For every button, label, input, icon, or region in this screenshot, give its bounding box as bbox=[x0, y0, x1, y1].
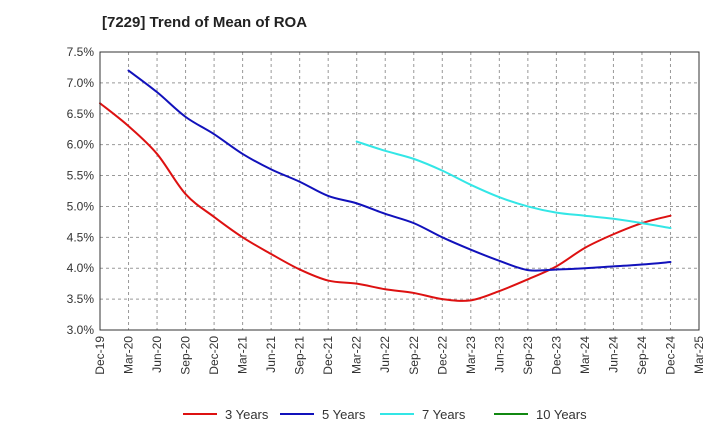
grid-lines bbox=[100, 52, 699, 330]
y-tick-label: 6.0% bbox=[67, 138, 95, 152]
y-tick-label: 4.0% bbox=[67, 261, 95, 275]
x-tick-label: Mar-21 bbox=[236, 336, 250, 374]
y-tick-label: 3.0% bbox=[67, 323, 95, 337]
legend-label-3-years: 3 Years bbox=[225, 407, 269, 422]
y-tick-label: 5.0% bbox=[67, 199, 95, 213]
x-tick-label: Jun-21 bbox=[264, 336, 278, 373]
legend-label-5-years: 5 Years bbox=[322, 407, 366, 422]
legend-label-7-years: 7 Years bbox=[422, 407, 466, 422]
x-tick-label: Jun-22 bbox=[378, 336, 392, 373]
x-tick-label: Sep-22 bbox=[407, 336, 421, 375]
x-tick-label: Mar-25 bbox=[692, 336, 706, 374]
x-tick-label: Dec-21 bbox=[321, 336, 335, 375]
y-tick-label: 5.5% bbox=[67, 169, 95, 183]
series-line-5-years bbox=[127, 69, 672, 272]
x-tick-label: Sep-24 bbox=[635, 336, 649, 375]
y-tick-label: 4.5% bbox=[67, 230, 95, 244]
legend: 3 Years 5 Years 7 Years 10 Years bbox=[183, 407, 587, 422]
y-tick-label: 7.0% bbox=[67, 76, 95, 90]
y-tick-label: 3.5% bbox=[67, 292, 95, 306]
y-tick-label: 7.5% bbox=[67, 45, 95, 59]
series-line-3-years bbox=[99, 102, 672, 302]
x-tick-label: Dec-24 bbox=[663, 336, 677, 375]
x-tick-label: Jun-20 bbox=[150, 336, 164, 373]
x-tick-label: Mar-22 bbox=[350, 336, 364, 374]
y-tick-label: 6.5% bbox=[67, 107, 95, 121]
x-tick-label: Dec-22 bbox=[435, 336, 449, 375]
x-tick-label: Sep-23 bbox=[521, 336, 535, 375]
x-tick-label: Mar-24 bbox=[578, 336, 592, 374]
x-tick-label: Dec-19 bbox=[93, 336, 107, 375]
x-tick-label: Sep-21 bbox=[293, 336, 307, 375]
x-tick-label: Mar-20 bbox=[122, 336, 136, 374]
legend-label-10-years: 10 Years bbox=[536, 407, 587, 422]
series-lines bbox=[99, 69, 672, 302]
y-axis-ticks: 3.0% 3.5% 4.0% 4.5% 5.0% 5.5% 6.0% 6.5% 7.0% 7.5% bbox=[67, 45, 95, 337]
chart-title: [7229] Trend of Mean of ROA bbox=[102, 14, 308, 31]
x-tick-label: Mar-23 bbox=[464, 336, 478, 374]
x-tick-label: Sep-20 bbox=[179, 336, 193, 375]
series-line-7-years bbox=[355, 140, 672, 230]
x-tick-label: Jun-23 bbox=[492, 336, 506, 373]
x-tick-label: Dec-23 bbox=[549, 336, 563, 375]
plot-area bbox=[100, 52, 699, 330]
x-tick-label: Jun-24 bbox=[606, 336, 620, 373]
plot-border bbox=[99, 51, 700, 331]
x-tick-label: Dec-20 bbox=[207, 336, 221, 375]
x-axis-ticks: Dec-19 Mar-20 Jun-20 Sep-20 Dec-20 Mar-21 Jun-… bbox=[93, 336, 706, 375]
